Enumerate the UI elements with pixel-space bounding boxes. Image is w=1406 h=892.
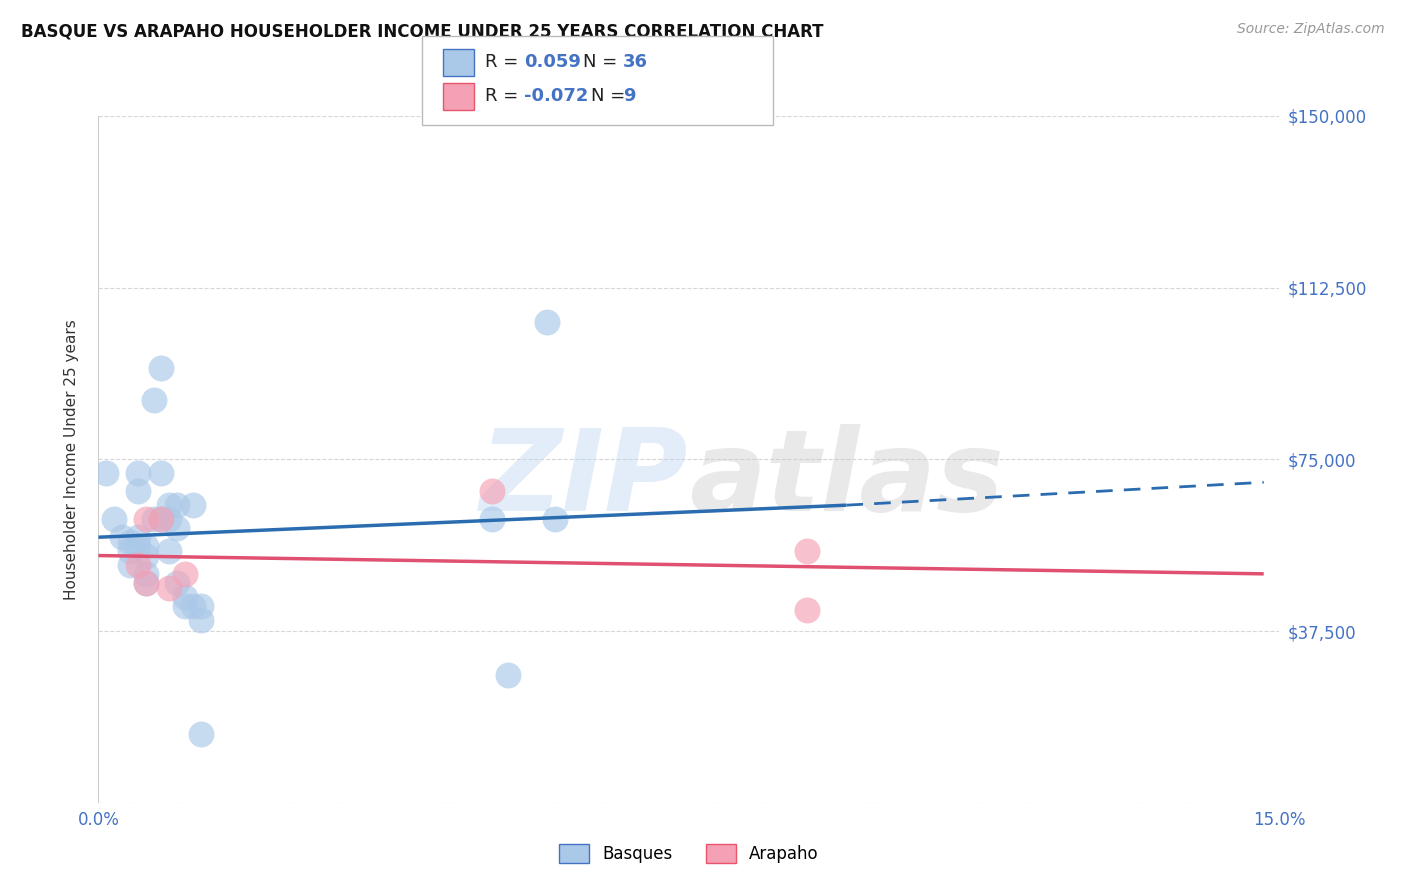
Point	[111, 530, 134, 544]
Text: N =: N =	[583, 54, 617, 71]
Point	[157, 512, 180, 526]
Point	[135, 549, 157, 563]
Text: R =: R =	[485, 87, 519, 105]
Point	[118, 544, 141, 558]
Point	[96, 466, 118, 480]
Point	[127, 540, 149, 554]
Point	[190, 727, 212, 741]
Point	[103, 512, 125, 526]
Point	[544, 512, 567, 526]
Point	[481, 484, 503, 499]
Point	[166, 498, 188, 512]
Point	[135, 566, 157, 581]
Point	[166, 521, 188, 535]
Point	[135, 576, 157, 591]
Point	[796, 544, 818, 558]
Text: -0.072: -0.072	[524, 87, 589, 105]
Y-axis label: Householder Income Under 25 years: Householder Income Under 25 years	[65, 319, 79, 599]
Point	[127, 466, 149, 480]
Point	[496, 667, 519, 681]
Point	[174, 566, 197, 581]
Point	[796, 603, 818, 617]
Point	[127, 530, 149, 544]
Point	[174, 599, 197, 613]
Point	[166, 576, 188, 591]
Point	[127, 484, 149, 499]
Point	[190, 599, 212, 613]
Text: N =: N =	[591, 87, 624, 105]
Text: Source: ZipAtlas.com: Source: ZipAtlas.com	[1237, 22, 1385, 37]
Point	[135, 512, 157, 526]
Point	[150, 512, 173, 526]
Point	[150, 466, 173, 480]
Text: 0.059: 0.059	[524, 54, 581, 71]
Point	[118, 534, 141, 549]
Point	[157, 498, 180, 512]
Point	[157, 544, 180, 558]
Point	[135, 540, 157, 554]
Point	[536, 315, 558, 329]
Point	[135, 576, 157, 591]
Point	[174, 590, 197, 604]
Point	[481, 512, 503, 526]
Point	[190, 613, 212, 627]
Point	[118, 558, 141, 572]
Text: ZIP: ZIP	[481, 425, 689, 535]
Legend: Basques, Arapaho: Basques, Arapaho	[553, 838, 825, 870]
Point	[157, 581, 180, 595]
Text: 9: 9	[623, 87, 636, 105]
Point	[142, 512, 165, 526]
Text: R =: R =	[485, 54, 519, 71]
Text: BASQUE VS ARAPAHO HOUSEHOLDER INCOME UNDER 25 YEARS CORRELATION CHART: BASQUE VS ARAPAHO HOUSEHOLDER INCOME UND…	[21, 22, 824, 40]
Point	[181, 498, 204, 512]
Point	[127, 558, 149, 572]
Point	[150, 360, 173, 375]
Point	[142, 392, 165, 407]
Point	[181, 599, 204, 613]
Text: 36: 36	[623, 54, 648, 71]
Point	[150, 512, 173, 526]
Text: atlas: atlas	[689, 425, 1004, 535]
